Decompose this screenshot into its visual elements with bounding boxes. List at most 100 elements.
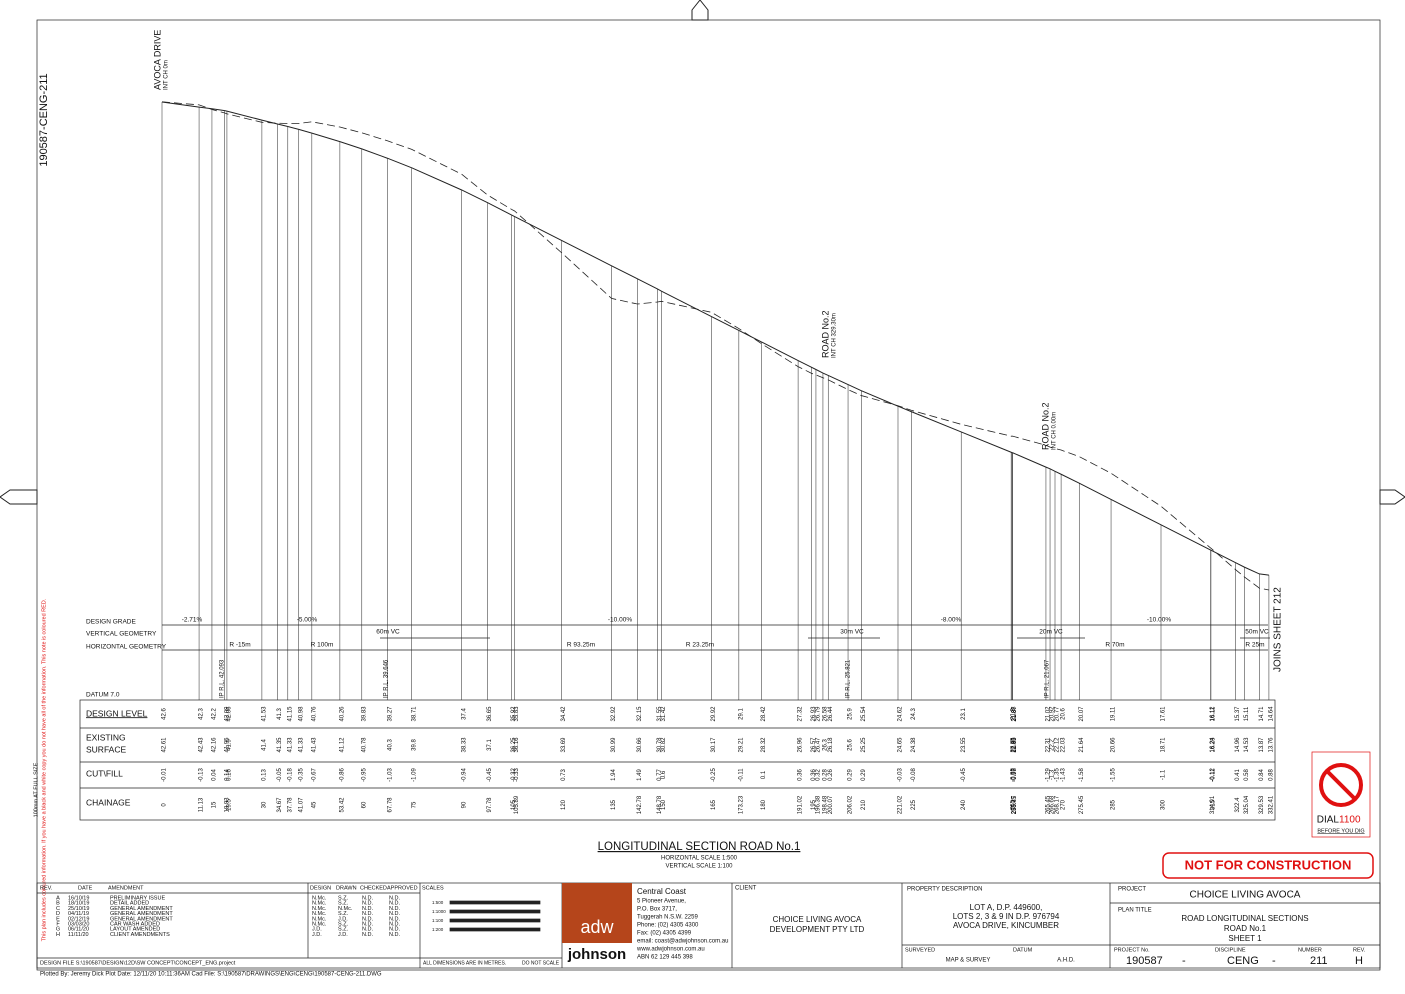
label: PLAN TITLE bbox=[1118, 908, 1152, 914]
design-level-value: 32.15 bbox=[637, 706, 643, 722]
revision-cell: N.D. bbox=[389, 916, 400, 922]
scale-note: 100mm AT FULL SIZE bbox=[33, 762, 39, 817]
chainage-value: 30 bbox=[261, 801, 267, 808]
revision-cell: J.D. bbox=[338, 932, 348, 938]
scale-ratio: 1:1000 bbox=[432, 909, 446, 914]
grade-label: -2.71% bbox=[182, 617, 203, 624]
grade-label: -10.00% bbox=[608, 617, 632, 624]
chainage-value: 19.5 bbox=[227, 799, 233, 811]
chainage-value: 275.45 bbox=[1079, 795, 1085, 814]
label: CHAINAGE bbox=[86, 797, 131, 807]
design-level-value: 42.09 bbox=[224, 706, 230, 722]
existing-level-value: 22.31 bbox=[1046, 737, 1052, 753]
chainage-value: 255 bbox=[1011, 799, 1017, 810]
design-profile bbox=[161, 101, 1269, 576]
label: HORIZONTAL GEOMETRY bbox=[86, 644, 167, 651]
design-level-value: 35.83 bbox=[514, 706, 520, 722]
existing-level-value: 23.55 bbox=[961, 737, 967, 753]
cut-fill-value: 1.94 bbox=[611, 769, 617, 781]
label: DESIGN GRADE bbox=[86, 619, 137, 626]
chainage-value: 45 bbox=[311, 801, 317, 808]
cut-fill-value: -1.35 bbox=[1055, 768, 1061, 782]
revision-cell: LAYOUT AMENDED bbox=[110, 927, 160, 933]
chainage-value: 173.23 bbox=[738, 795, 744, 814]
cut-fill-value: 0.77 bbox=[657, 769, 663, 781]
cut-fill-value: 0.36 bbox=[811, 769, 817, 781]
revision-cell: S.Z. bbox=[338, 927, 349, 933]
chainage-value: 200.07 bbox=[828, 795, 834, 814]
revision-cell: B bbox=[56, 901, 60, 907]
revision-cell: J.D. bbox=[338, 916, 348, 922]
vc-label: 30m VC bbox=[840, 629, 864, 636]
design-level-value: 16.11 bbox=[1211, 706, 1217, 721]
cut-fill-value: -0.35 bbox=[298, 768, 304, 782]
existing-level-value: 30.17 bbox=[711, 737, 717, 753]
company-line: P.O. Box 3717, bbox=[637, 907, 677, 913]
design-level-value: 20.77 bbox=[1055, 706, 1061, 722]
revision-cell: DETAIL ADDED bbox=[110, 901, 149, 907]
project-number: 211 bbox=[1310, 955, 1328, 967]
company-line: Central Coast bbox=[637, 887, 687, 896]
cut-fill-value: -0.05 bbox=[277, 768, 283, 782]
revision-cell: D bbox=[56, 911, 60, 917]
design-level-value: 14.71 bbox=[1259, 706, 1265, 722]
existing-level-value: 25.6 bbox=[848, 739, 854, 751]
cut-fill-value: -1.03 bbox=[387, 768, 393, 782]
existing-level-value: 26.96 bbox=[798, 737, 804, 753]
existing-level-value: 42.16 bbox=[212, 737, 218, 753]
revision-cell: N.D. bbox=[389, 921, 400, 927]
existing-level-value: 13.76 bbox=[1269, 737, 1275, 753]
chainage-value: 191.02 bbox=[798, 795, 804, 814]
hc-label: R -15m bbox=[229, 642, 250, 649]
cut-fill-value: -1.3 bbox=[1050, 769, 1056, 780]
cut-fill-value: -0.25 bbox=[711, 768, 717, 782]
existing-level-value: 18.71 bbox=[1161, 737, 1167, 753]
revision-cell: A bbox=[56, 895, 60, 901]
cut-fill-value: -1.55 bbox=[1111, 768, 1117, 782]
datum: DATUM 7.0 bbox=[86, 692, 120, 699]
cut-fill-value: -0.86 bbox=[339, 768, 345, 782]
design-level-value: 23.1 bbox=[961, 708, 967, 720]
existing-level-value: 36.25 bbox=[511, 737, 517, 753]
existing-level-value: 22.03 bbox=[1061, 737, 1067, 753]
road-sub-label: INT CH 0m bbox=[164, 60, 170, 90]
design-level-value: 19.11 bbox=[1111, 706, 1117, 721]
revision-header: DESIGN bbox=[310, 885, 331, 891]
revision-cell: N.D. bbox=[389, 895, 400, 901]
label: SURVEYED bbox=[905, 947, 935, 953]
cut-fill-value: -0.11 bbox=[738, 768, 744, 782]
chainage-value: 325.04 bbox=[1244, 795, 1250, 814]
chainage-value: 18.83 bbox=[224, 797, 230, 813]
existing-profile bbox=[161, 101, 1270, 591]
cut-fill-value: 0.04 bbox=[212, 769, 218, 781]
chainage-value: 266.68 bbox=[1050, 795, 1056, 814]
ip-label: IP R.L. 39.646 bbox=[384, 659, 390, 698]
road-label: ROAD No.2 bbox=[820, 310, 830, 358]
colour-note: This plan includes coloured information.… bbox=[41, 598, 47, 941]
hc-label: R 100m bbox=[311, 642, 334, 649]
cut-fill-value: -0.45 bbox=[487, 768, 493, 782]
chainage-value: 180 bbox=[761, 799, 767, 810]
revision-cell: J.D. bbox=[312, 932, 322, 938]
design-level-value: 38.71 bbox=[411, 706, 417, 722]
design-level-value: 21.87 bbox=[1012, 706, 1018, 722]
cut-fill-value: 0.6 bbox=[661, 770, 667, 779]
chainage-value: 105.89 bbox=[514, 795, 520, 814]
revision-cell: N.D. bbox=[389, 911, 400, 917]
chainage-value: 53.42 bbox=[339, 797, 345, 813]
existing-level-value: 14.53 bbox=[1244, 737, 1250, 753]
label: VERTICAL GEOMETRY bbox=[86, 631, 157, 638]
existing-level-value: 24.38 bbox=[911, 737, 917, 753]
design-level-value: 21.9 bbox=[1011, 708, 1017, 720]
design-level-value: 20.07 bbox=[1079, 706, 1085, 722]
cut-fill-value: -1.58 bbox=[1079, 768, 1085, 782]
existing-level-value: 41.35 bbox=[277, 737, 283, 753]
ip-label: IP R.L. 21.067 bbox=[1045, 659, 1051, 698]
revision-cell: N.Mc. bbox=[312, 916, 327, 922]
design-level-value: 32.92 bbox=[611, 706, 617, 722]
cut-fill-value: 0.28 bbox=[823, 769, 829, 781]
cut-fill-value: -0.03 bbox=[898, 768, 904, 782]
property-line: AVOCA DRIVE, KINCUMBER bbox=[953, 921, 1059, 930]
revision-cell: GENERAL AMENDMENT bbox=[110, 916, 173, 922]
design-level-value: 41.3 bbox=[277, 708, 283, 720]
